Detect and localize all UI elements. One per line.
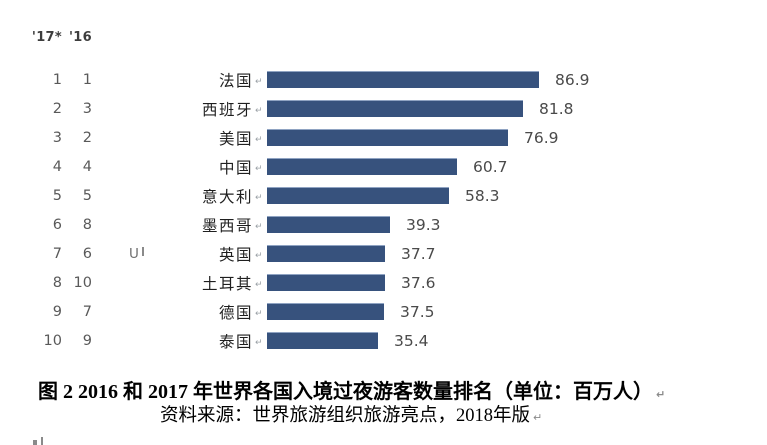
column-header-row: '17* '16	[0, 30, 92, 45]
chart-row: 3 2 美国 ↵ 76.9	[0, 123, 767, 152]
value-bar	[267, 332, 378, 349]
figure-caption: 图 2 2016 和 2017 年世界各国入境过夜游客数量排名（单位：百万人） ↵	[38, 375, 665, 404]
partial-mark-tick	[41, 437, 43, 445]
value-label: 76.9	[524, 128, 559, 147]
value-label: 37.5	[400, 302, 435, 321]
country-label: 泰国	[218, 332, 253, 351]
country-label: 德国	[218, 303, 253, 322]
rank-2016: 3	[82, 100, 92, 117]
value-label: 39.3	[406, 215, 441, 234]
value-bar	[267, 158, 457, 175]
country-label: 西班牙	[201, 100, 253, 119]
country-label: 美国	[218, 129, 253, 148]
rank-2017: 7	[52, 245, 62, 262]
value-label: 37.7	[401, 244, 436, 263]
chart-rows: 1 1 法国 ↵ 86.9 2 3 西班牙 ↵ 81.8 3 2 美国 ↵ 76…	[0, 65, 767, 355]
partial-paragraph-mark	[33, 437, 45, 445]
partial-mark-dot	[33, 440, 37, 445]
cropped-label-text: U	[129, 246, 139, 262]
rank-2016: 6	[82, 245, 92, 262]
rank-2017: 4	[52, 158, 62, 175]
value-bar	[267, 245, 385, 262]
chart-row: 1 1 法国 ↵ 86.9	[0, 65, 767, 94]
rank-2017: 3	[52, 129, 62, 146]
rank-2016: 4	[82, 158, 92, 175]
paragraph-mark-icon: ↵	[255, 164, 263, 174]
rank-2016: 2	[82, 129, 92, 146]
country-label: 土耳其	[201, 274, 253, 293]
chart-row: 10 9 泰国 ↵ 35.4	[0, 326, 767, 355]
paragraph-mark-icon: ↵	[255, 222, 263, 232]
value-bar	[267, 303, 384, 320]
rank-2016: 10	[73, 274, 92, 291]
rank-2016: 9	[82, 332, 92, 349]
rank-2017: 9	[52, 303, 62, 320]
country-label: 意大利	[201, 187, 253, 206]
cropped-label-fragment: U	[129, 246, 144, 262]
rank-2017: 1	[52, 71, 62, 88]
paragraph-mark-icon: ↵	[255, 280, 263, 290]
column-header-2016: '16	[69, 30, 92, 45]
rank-2017: 10	[43, 332, 62, 349]
paragraph-mark-icon: ↵	[255, 106, 263, 116]
value-bar	[267, 274, 385, 291]
paragraph-mark-icon: ↵	[255, 309, 263, 319]
source-caption-text: 资料来源：世界旅游组织旅游亮点，2018年版	[160, 406, 531, 426]
rank-2017: 8	[52, 274, 62, 291]
value-bar	[267, 129, 508, 146]
paragraph-mark-icon: ↵	[255, 193, 263, 203]
paragraph-mark-icon: ↵	[255, 251, 263, 261]
value-label: 37.6	[401, 273, 436, 292]
paragraph-mark-icon: ↵	[255, 77, 263, 87]
source-caption: 资料来源：世界旅游组织旅游亮点，2018年版 ↵	[160, 401, 542, 427]
chart-row: 5 5 意大利 ↵ 58.3	[0, 181, 767, 210]
chart-row: 7 6 英国 ↵ 37.7	[0, 239, 767, 268]
chart-row: 6 8 墨西哥 ↵ 39.3	[0, 210, 767, 239]
cropped-stroke	[141, 247, 144, 256]
rank-2017: 2	[52, 100, 62, 117]
chart-row: 2 3 西班牙 ↵ 81.8	[0, 94, 767, 123]
value-bar	[267, 216, 390, 233]
country-label: 中国	[218, 158, 253, 177]
paragraph-mark-icon: ↵	[533, 411, 543, 424]
country-label: 英国	[218, 245, 253, 264]
value-bar	[267, 100, 523, 117]
rank-2016: 5	[82, 187, 92, 204]
rank-2016: 8	[82, 216, 92, 233]
rank-2017: 5	[52, 187, 62, 204]
rank-2016: 1	[82, 71, 92, 88]
chart-row: 8 10 土耳其 ↵ 37.6	[0, 268, 767, 297]
value-label: 86.9	[555, 70, 590, 89]
rank-2016: 7	[82, 303, 92, 320]
paragraph-mark-icon: ↵	[255, 135, 263, 145]
figure-caption-text: 图 2 2016 和 2017 年世界各国入境过夜游客数量排名（单位：百万人）	[38, 381, 653, 403]
value-label: 58.3	[465, 186, 500, 205]
paragraph-mark-icon: ↵	[656, 388, 666, 401]
country-label: 墨西哥	[201, 216, 253, 235]
rank-2017: 6	[52, 216, 62, 233]
value-label: 60.7	[473, 157, 508, 176]
paragraph-mark-icon: ↵	[255, 338, 263, 348]
value-label: 35.4	[394, 331, 429, 350]
country-label: 法国	[218, 71, 253, 90]
chart-row: 9 7 德国 ↵ 37.5	[0, 297, 767, 326]
chart-row: 4 4 中国 ↵ 60.7	[0, 152, 767, 181]
column-header-2017: '17*	[31, 30, 62, 45]
value-label: 81.8	[539, 99, 574, 118]
value-bar	[267, 71, 539, 88]
value-bar	[267, 187, 449, 204]
